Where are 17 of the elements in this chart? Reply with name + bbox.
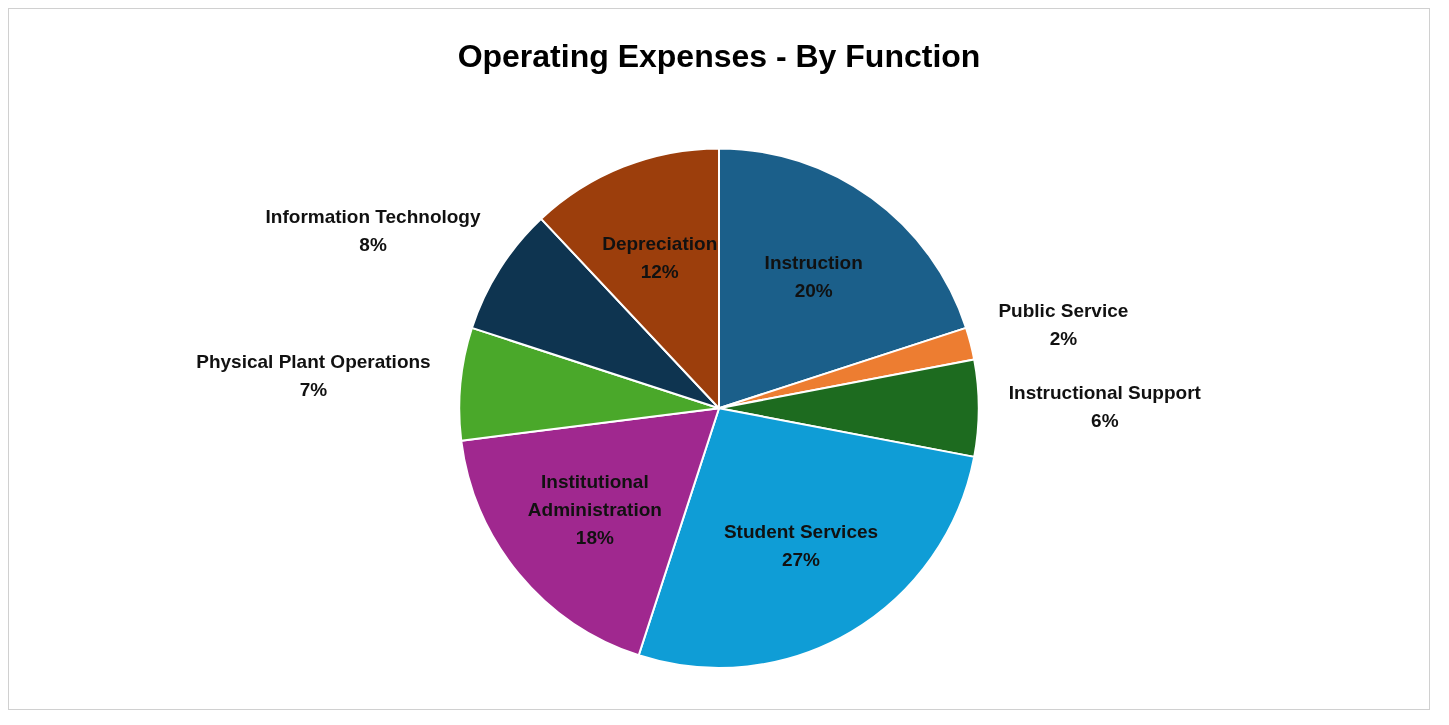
slice-label: Depreciation — [602, 232, 718, 254]
slice-label: Instruction — [764, 252, 863, 274]
chart-title: Operating Expenses - By Function — [457, 38, 981, 75]
slice-label: Instructional Support — [1008, 382, 1202, 404]
slice-label: Student Services — [723, 521, 879, 543]
data-label: 18% — [575, 527, 615, 549]
data-label: 27% — [781, 549, 821, 571]
slice-label: Information Technology — [265, 205, 481, 227]
data-label: 7% — [299, 379, 328, 401]
slice-label: Institutional Administration — [527, 471, 662, 521]
data-label: 20% — [794, 280, 833, 302]
slice-label: Physical Plant Operations — [196, 351, 431, 373]
data-label: 2% — [1049, 328, 1078, 350]
data-label: 8% — [359, 233, 387, 255]
data-label: 6% — [1091, 410, 1119, 432]
data-label: 12% — [640, 260, 679, 282]
slice-label: Public Service — [998, 300, 1129, 322]
